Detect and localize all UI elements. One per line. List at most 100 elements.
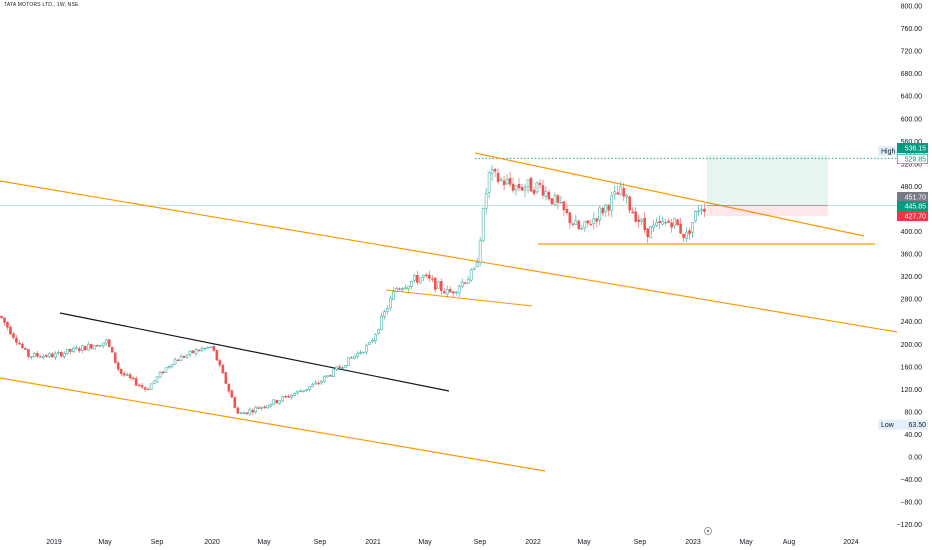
candle-body <box>335 366 338 370</box>
candle-body <box>673 218 676 227</box>
candle-body <box>71 347 75 352</box>
candle-body <box>9 326 12 335</box>
x-tick-label: Sep <box>314 539 327 546</box>
candle-body <box>398 288 401 290</box>
candle-body <box>445 288 449 295</box>
candle-body <box>248 409 252 415</box>
candle-body <box>254 406 258 413</box>
candle-body <box>263 406 267 408</box>
candle-body <box>371 340 374 343</box>
candle-body <box>63 353 66 357</box>
x-tick-label: 2022 <box>525 539 541 546</box>
candle-body <box>95 344 99 347</box>
candle-body <box>269 404 273 407</box>
candle-body <box>155 376 159 382</box>
candle-body <box>146 388 150 391</box>
candle-body <box>290 394 293 398</box>
candle-body <box>326 375 329 378</box>
candle-body <box>21 344 24 349</box>
candle-body <box>69 348 72 352</box>
candle-body <box>128 374 132 379</box>
y-tick-label: 360.00 <box>901 252 923 259</box>
candle-body <box>481 208 485 242</box>
candle-body <box>622 188 626 197</box>
candle-body <box>646 228 649 238</box>
candle-body <box>472 267 476 270</box>
candle-body <box>365 345 368 353</box>
candle-body <box>131 377 135 379</box>
candle-body <box>60 351 63 357</box>
candle-body <box>616 192 620 195</box>
candle-body <box>33 353 36 357</box>
candle-body <box>529 177 533 192</box>
candle-body <box>107 339 111 347</box>
y-tick-label: 40.00 <box>904 432 922 439</box>
candle-body <box>637 219 640 222</box>
x-tick-label: Sep <box>474 539 487 546</box>
candle-body <box>502 180 506 186</box>
y-tick-label: −120.00 <box>897 522 923 529</box>
candle-body <box>562 201 566 211</box>
candle-body <box>257 407 261 409</box>
candle-body <box>299 390 302 393</box>
candle-body <box>344 365 347 368</box>
candle-body <box>652 224 655 228</box>
y-tick-label: 80.00 <box>904 409 922 416</box>
flag-line <box>385 289 533 307</box>
candle-body <box>401 288 404 291</box>
candle-body <box>380 315 383 330</box>
y-tick-label: −80.00 <box>900 500 922 507</box>
candle-body <box>493 168 497 172</box>
candle-body <box>362 351 365 354</box>
candle-body <box>51 353 54 358</box>
candle-body <box>685 231 688 239</box>
candle-body <box>568 212 572 224</box>
candle-body <box>158 372 162 378</box>
candle-body <box>547 191 551 200</box>
candle-body <box>30 356 33 358</box>
target2-tag: 529.85 <box>905 157 927 164</box>
candle-body <box>239 412 243 415</box>
x-tick-label: 2024 <box>843 539 859 546</box>
price-axis: 800.00 760.00 720.00 680.00 640.00 600.00 560.… <box>897 4 923 530</box>
candle-body <box>601 207 605 214</box>
candle-body <box>323 376 326 382</box>
y-tick-label: 480.00 <box>901 184 923 191</box>
candle-body <box>66 349 69 354</box>
candles <box>0 164 706 417</box>
candle-body <box>655 222 658 226</box>
candle-body <box>514 185 518 190</box>
x-tick-label: May <box>98 539 112 546</box>
candle-body <box>383 311 386 317</box>
candle-body <box>302 390 305 392</box>
candle-body <box>670 222 673 228</box>
candle-body <box>272 399 276 405</box>
candle-body <box>227 383 231 392</box>
candle-body <box>451 291 455 294</box>
candle-body <box>197 349 201 352</box>
candle-body <box>448 289 452 293</box>
candle-body <box>377 329 380 334</box>
candle-body <box>505 179 509 185</box>
candle-body <box>27 349 30 357</box>
target-tag: 536.15 <box>905 146 927 153</box>
candle-body <box>350 357 353 359</box>
candle-body <box>583 221 587 229</box>
candle-body <box>221 364 225 374</box>
candle-body <box>332 368 335 377</box>
candle-body <box>182 355 186 358</box>
candle-body <box>212 346 216 351</box>
candle-body <box>520 187 524 191</box>
candle-body <box>275 400 279 404</box>
candle-body <box>36 352 39 357</box>
x-tick-label: May <box>257 539 271 546</box>
candle-body <box>176 359 180 361</box>
candle-body <box>359 352 362 354</box>
time-axis: 2019 May Sep 2020 May Sep 2021 May Sep 2022 May Sep… <box>46 539 859 546</box>
candle-body <box>643 217 646 230</box>
y-tick-label: 520.00 <box>901 161 923 168</box>
candle-body <box>18 342 21 345</box>
settings-icon[interactable] <box>704 527 712 535</box>
candle-body <box>667 220 670 223</box>
